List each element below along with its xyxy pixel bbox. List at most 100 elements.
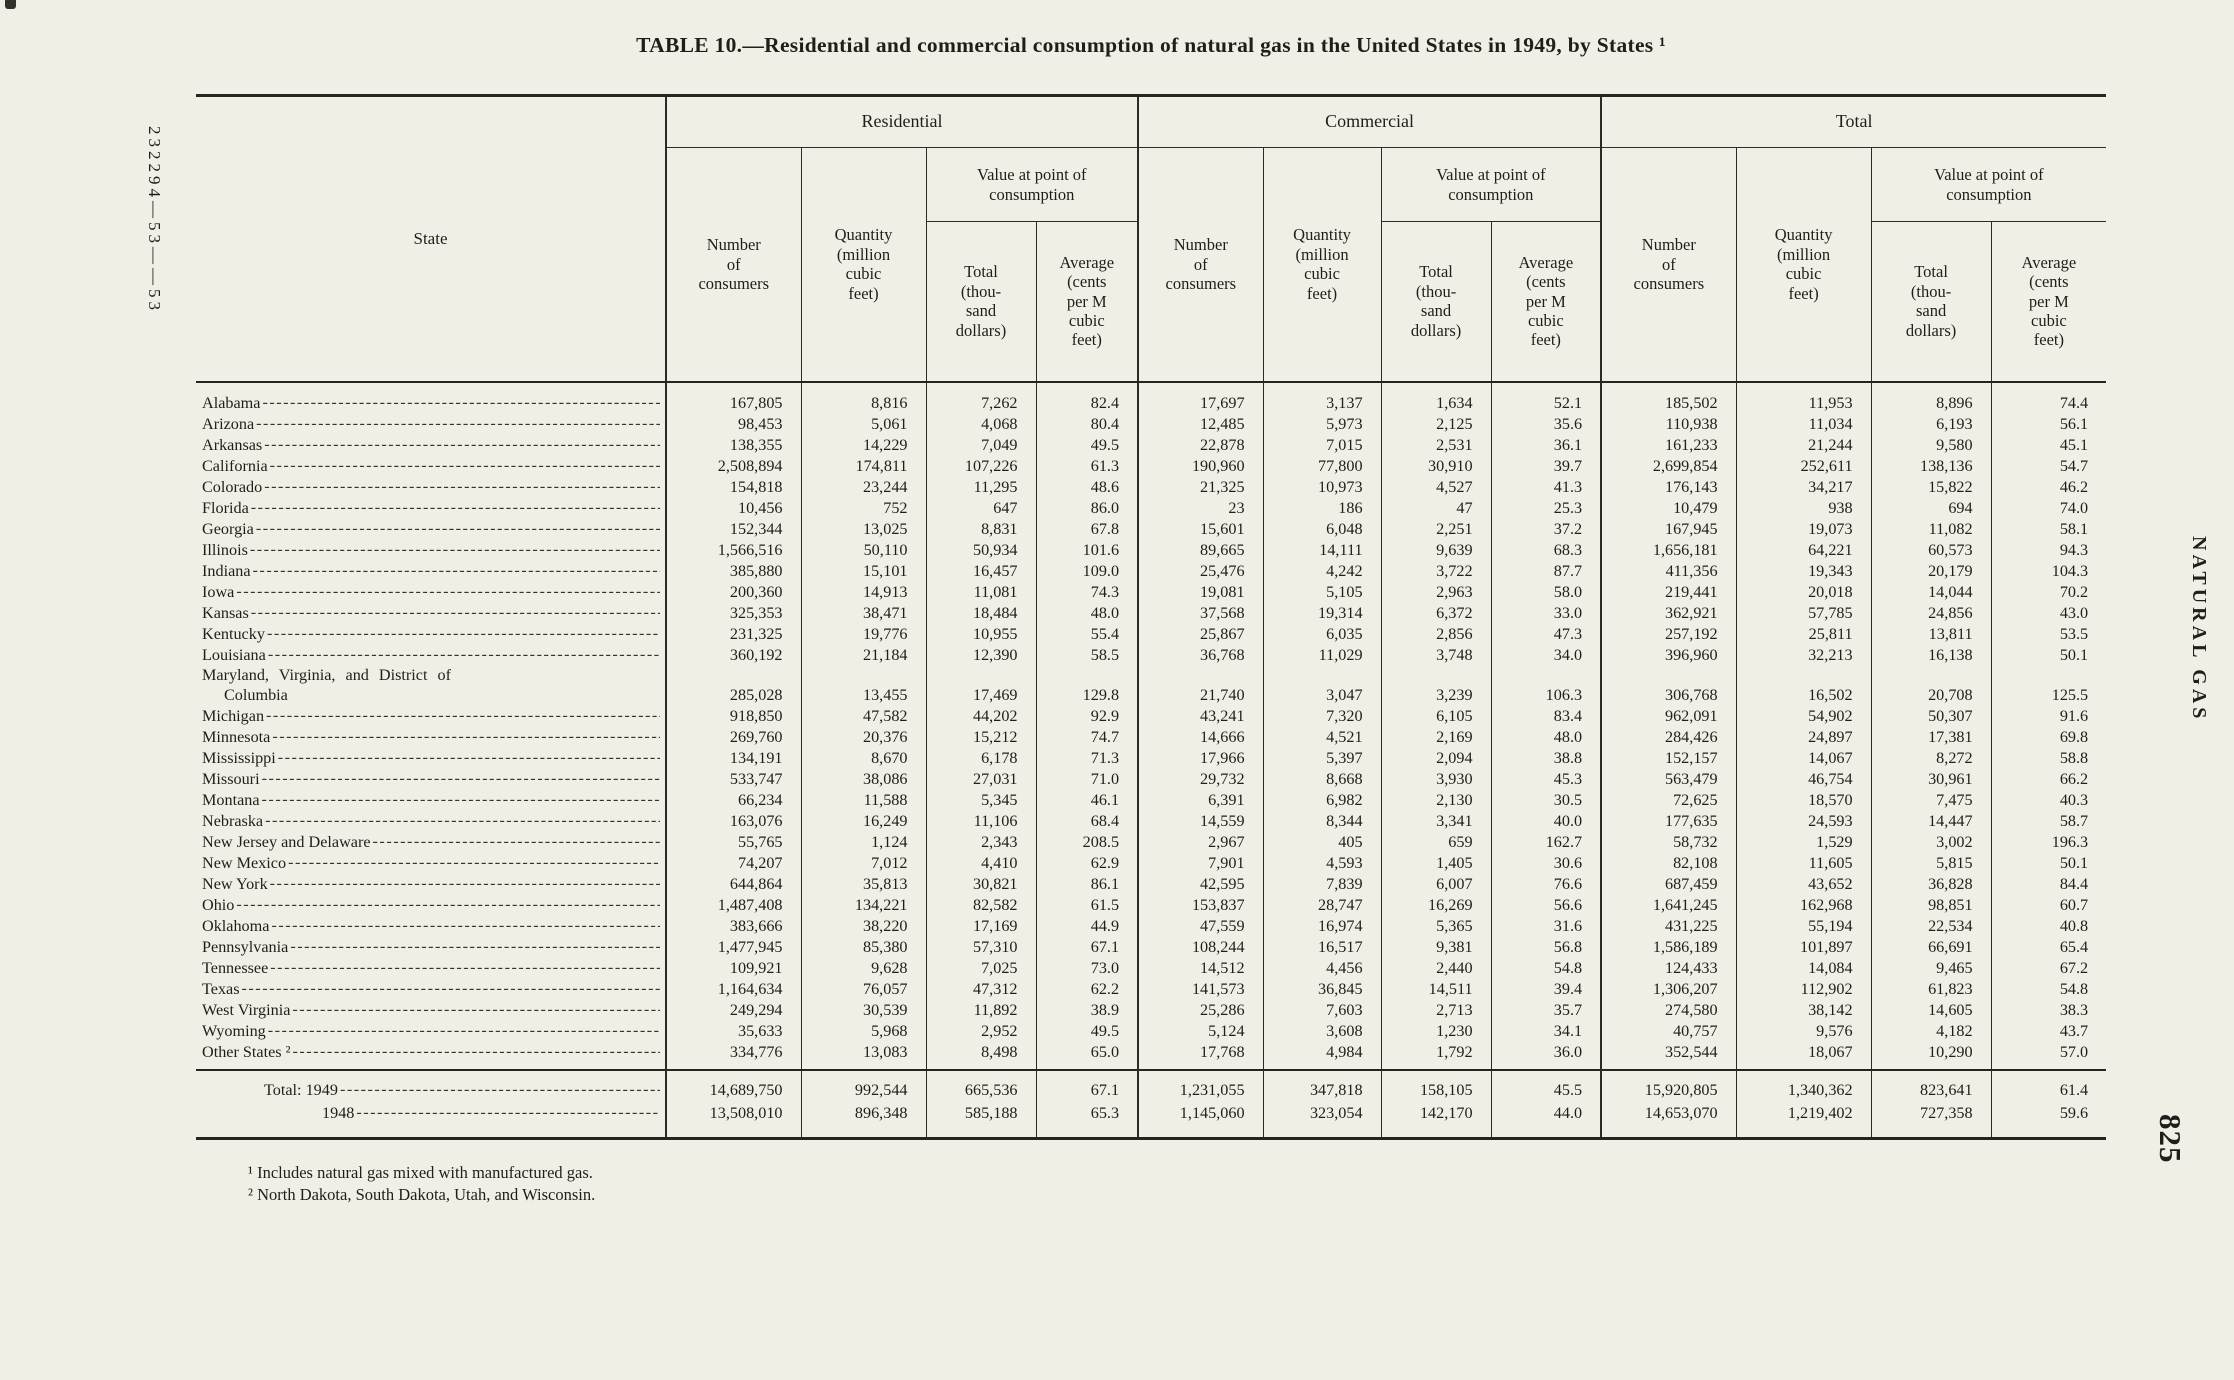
leader-line [290,936,660,956]
state-name: Mississippi [202,748,276,767]
value-cell: 25,811 [1735,622,1872,644]
value-cell: 11,081 [925,580,1036,602]
value-cell: 7,015 [1262,433,1382,455]
value-cell: 174,811 [800,454,926,476]
value-cell: 12,485 [1137,412,1264,434]
state-cell: Kansas [196,602,666,623]
value-cell: 25,476 [1137,559,1264,581]
value-cell: 252,611 [1735,454,1872,476]
state-name: Michigan [202,706,265,725]
value-cell: 56.8 [1490,935,1602,957]
state-name: Indiana [202,561,251,580]
value-cell: 208.5 [1035,830,1139,852]
value-cell: 3,608 [1262,1019,1382,1041]
leader-line [268,644,660,664]
state-name: Colorado [202,477,263,496]
table-row: Louisiana 360,19221,18412,39058.536,76811… [196,643,2107,665]
state-cell: West Virginia [196,999,666,1020]
value-cell: 40.0 [1490,809,1602,831]
state-name: Maryland, Virginia, and District of Colu… [202,665,452,704]
value-cell: 30,539 [800,998,926,1020]
value-cell: 249,294 [665,998,801,1020]
value-cell: 40,757 [1600,1019,1737,1041]
state-cell: Nebraska [196,810,666,831]
value-cell: 38.8 [1490,746,1602,768]
value-cell: 10,973 [1262,475,1382,497]
state-cell: Tennessee [196,957,666,978]
column-group-commercial: Commercial [1137,95,1602,148]
value-cell: 82.4 [1035,381,1139,413]
state-cell: Oklahoma [196,915,666,936]
value-cell: 752 [800,496,926,518]
value-cell: 48.6 [1035,475,1139,497]
value-cell: 2,440 [1380,956,1492,978]
value-cell: 32,213 [1735,643,1872,665]
value-cell: 36,828 [1870,872,1992,894]
state-cell: Florida [196,497,666,518]
state-name: Wyoming [202,1021,266,1040]
value-cell: 15,601 [1137,517,1264,539]
value-cell: 9,580 [1870,433,1992,455]
value-cell: 14,511 [1380,977,1492,999]
value-cell: 101,897 [1735,935,1872,957]
column-header-total-tot: Total (thou- sand dollars) [1870,221,1992,383]
value-cell: 659 [1380,830,1492,852]
value-cell: 285,028 [665,664,801,705]
value-cell: 11,953 [1735,381,1872,413]
leader-line [292,999,660,1019]
value-cell: 23,244 [800,475,926,497]
value-cell: 2,251 [1380,517,1492,539]
value-cell: 67.2 [1990,956,2107,978]
value-cell: 107,226 [925,454,1036,476]
table-row: Missouri 533,74738,08627,03171.029,7328,6… [196,767,2107,789]
value-cell: 108,244 [1137,935,1264,957]
value-cell: 360,192 [665,643,801,665]
value-cell: 1,586,189 [1600,935,1737,957]
total-row: 1948 13,508,010896,348585,18865.31,145,06… [196,1100,2107,1138]
value-cell: 15,212 [925,725,1036,747]
table-row: Colorado 154,81823,24411,29548.621,32510,… [196,475,2107,497]
value-cell: 33.0 [1490,601,1602,623]
state-name: Iowa [202,582,235,601]
value-cell: 58.5 [1035,643,1139,665]
state-cell: Montana [196,789,666,810]
value-cell: 7,603 [1262,998,1382,1020]
value-cell: 7,320 [1262,704,1382,726]
value-cell: 73.0 [1035,956,1139,978]
value-cell: 47.3 [1490,622,1602,644]
value-cell: 71.3 [1035,746,1139,768]
value-cell: 36.1 [1490,433,1602,455]
value-cell: 1,792 [1380,1040,1492,1070]
column-header-number-com: Number of consumers [1137,147,1264,383]
value-cell: 49.5 [1035,433,1139,455]
value-cell: 43,652 [1735,872,1872,894]
running-head: NATURAL GAS [2188,536,2210,723]
column-header-average-tot: Average (cents per M cubic feet) [1990,221,2107,383]
value-cell: 1,124 [800,830,926,852]
value-cell: 7,475 [1870,788,1992,810]
value-cell: 8,272 [1870,746,1992,768]
value-cell: 22,534 [1870,914,1992,936]
statistics-table: State Residential Commercial Total Numbe… [196,94,2107,1140]
value-cell: 66.2 [1990,767,2107,789]
value-cell: 57,310 [925,935,1036,957]
state-name: New Jersey and Delaware [202,832,371,851]
value-cell: 19,073 [1735,517,1872,539]
value-cell: 40.3 [1990,788,2107,810]
value-cell: 30.6 [1490,851,1602,873]
value-cell: 2,125 [1380,412,1492,434]
value-cell: 231,325 [665,622,801,644]
value-cell: 9,576 [1735,1019,1872,1041]
column-header-total-com: Total (thou- sand dollars) [1380,221,1492,383]
value-cell: 58.1 [1990,517,2107,539]
leader-line [253,560,660,580]
value-cell: 141,573 [1137,977,1264,999]
value-cell: 1,477,945 [665,935,801,957]
value-cell: 46.1 [1035,788,1139,810]
value-cell: 16,974 [1262,914,1382,936]
value-cell: 8,831 [925,517,1036,539]
value-cell: 83.4 [1490,704,1602,726]
value-cell: 87.7 [1490,559,1602,581]
value-cell: 6,372 [1380,601,1492,623]
value-cell: 563,479 [1600,767,1737,789]
